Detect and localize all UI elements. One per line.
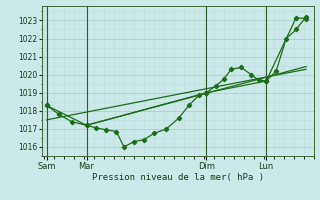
X-axis label: Pression niveau de la mer( hPa ): Pression niveau de la mer( hPa )	[92, 173, 264, 182]
